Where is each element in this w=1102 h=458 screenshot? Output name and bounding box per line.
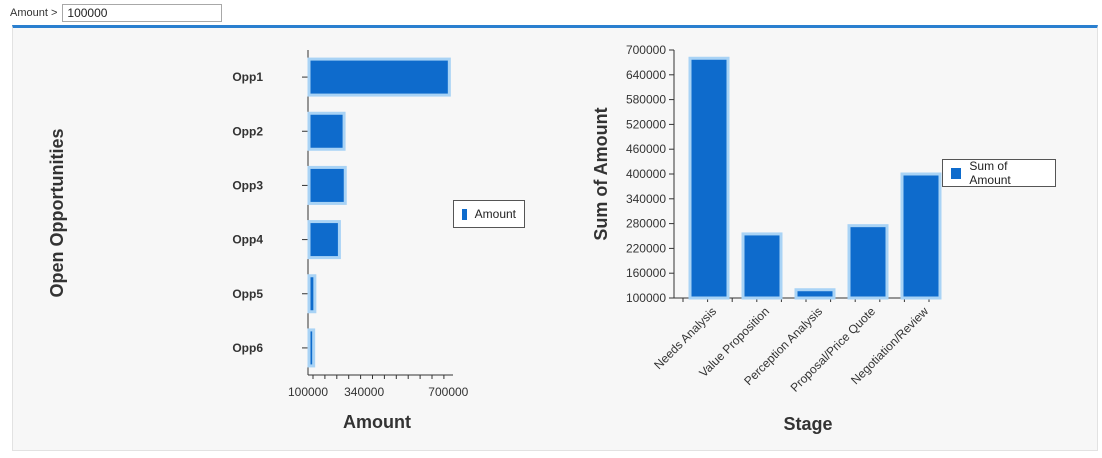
y-tick-label: Opp4 xyxy=(232,233,263,247)
charts-panel: Opp1 Opp2 Opp3 Opp4 Opp5 Opp6 100000 340000 7000… xyxy=(12,25,1098,451)
filter-bar: Amount > xyxy=(10,3,223,23)
legend-swatch xyxy=(951,167,962,179)
bar xyxy=(847,224,889,300)
y-tick-label: 280000 xyxy=(626,217,666,231)
y-tick-label: Opp5 xyxy=(232,287,263,301)
y-tick-label: 640000 xyxy=(626,68,666,82)
y-axis-title: Open Opportunities xyxy=(47,129,67,298)
y-tick-label: 400000 xyxy=(626,167,666,181)
bar xyxy=(307,328,316,368)
x-tick-label: 700000 xyxy=(428,385,468,399)
bar xyxy=(307,274,317,314)
opportunities-bar-chart: Opp1 Opp2 Opp3 Opp4 Opp5 Opp6 100000 340000 7000… xyxy=(47,50,469,432)
y-tick-label: Opp2 xyxy=(232,124,263,138)
y-tick-label: 460000 xyxy=(626,142,666,156)
filter-label: Amount > xyxy=(10,7,58,19)
y-tick-label: 700000 xyxy=(626,43,666,57)
bar xyxy=(307,111,346,151)
bar xyxy=(307,57,451,97)
bar xyxy=(741,232,783,300)
y-tick-label: 340000 xyxy=(626,192,666,206)
y-tick-label: 220000 xyxy=(626,241,666,255)
x-tick-label: 100000 xyxy=(288,385,328,399)
y-tick-label: 160000 xyxy=(626,266,666,280)
legend-sum-of-amount: Sum of Amount xyxy=(942,159,1056,187)
y-tick-label: Opp1 xyxy=(232,70,263,84)
y-tick-label: 100000 xyxy=(626,291,666,305)
bar xyxy=(307,165,347,205)
stage-bar-chart: 100000 160000 220000 280000 340000 400000 4600… xyxy=(591,43,942,434)
y-tick-label: 520000 xyxy=(626,117,666,131)
legend-label: Amount xyxy=(474,207,516,221)
bar xyxy=(900,172,942,300)
y-tick-label: 580000 xyxy=(626,93,666,107)
bar xyxy=(688,56,730,300)
legend-amount: Amount xyxy=(453,200,525,228)
x-axis-title: Amount xyxy=(343,412,411,432)
bar xyxy=(794,288,836,300)
x-axis-title: Stage xyxy=(783,414,832,434)
bar xyxy=(307,220,341,260)
x-tick-label: 340000 xyxy=(344,385,384,399)
y-axis-title: Sum of Amount xyxy=(591,107,611,240)
legend-swatch xyxy=(462,208,467,220)
amount-filter-input[interactable] xyxy=(62,4,223,22)
legend-label: Sum of Amount xyxy=(969,159,1011,187)
y-tick-label: Opp3 xyxy=(232,178,263,192)
y-tick-label: Opp6 xyxy=(232,341,263,355)
